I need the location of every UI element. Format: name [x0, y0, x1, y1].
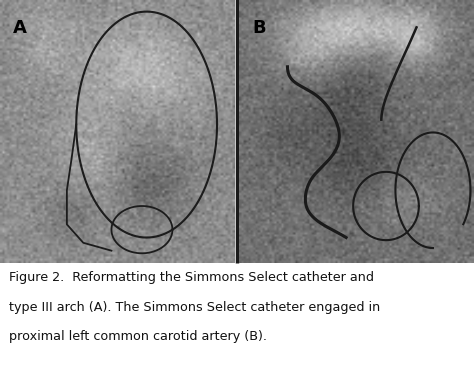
Text: A: A	[13, 19, 27, 37]
Text: Figure 2.  Reformatting the Simmons Select catheter and: Figure 2. Reformatting the Simmons Selec…	[9, 271, 374, 284]
Text: type III arch (A). The Simmons Select catheter engaged in: type III arch (A). The Simmons Select ca…	[9, 301, 380, 314]
Text: B: B	[252, 19, 266, 37]
Text: proximal left common carotid artery (B).: proximal left common carotid artery (B).	[9, 330, 266, 343]
